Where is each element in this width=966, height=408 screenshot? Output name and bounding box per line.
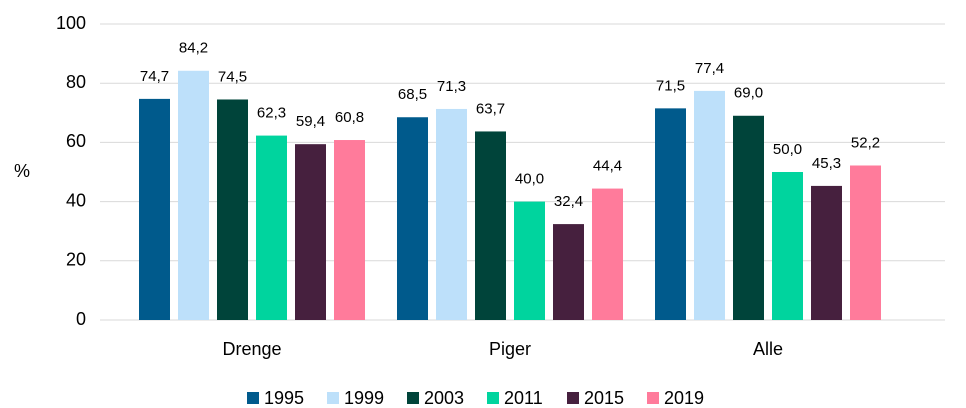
legend-swatch: [327, 392, 339, 404]
value-label: 52,2: [851, 134, 880, 151]
bar: [514, 201, 545, 320]
value-label: 32,4: [554, 193, 583, 210]
value-label: 44,4: [593, 158, 622, 175]
value-label: 69,0: [734, 85, 763, 102]
legend-swatch: [567, 392, 579, 404]
value-label: 71,3: [437, 78, 466, 95]
value-label: 74,7: [140, 68, 169, 85]
bar: [772, 172, 803, 320]
legend-label: 2015: [584, 388, 624, 408]
legend-label: 2003: [424, 388, 464, 408]
bar: [139, 98, 170, 320]
bar: [850, 165, 881, 320]
bar: [436, 108, 467, 321]
bar: [475, 131, 506, 320]
bar: [553, 224, 584, 320]
bar: [592, 188, 623, 320]
legend-swatch: [407, 392, 419, 404]
bar: [733, 115, 764, 320]
bar: [694, 90, 725, 320]
y-tick-label: 80: [66, 72, 86, 92]
bar: [217, 99, 248, 320]
bar: [397, 117, 428, 321]
legend-label: 2011: [504, 388, 543, 408]
value-label: 63,7: [476, 100, 505, 117]
bar: [178, 70, 209, 320]
legend-label: 1995: [264, 388, 304, 408]
bar: [655, 108, 686, 320]
bar: [334, 140, 365, 320]
value-label: 40,0: [515, 171, 544, 188]
value-label: 60,8: [335, 109, 364, 126]
value-label: 62,3: [257, 105, 286, 122]
x-tick-label: Alle: [753, 339, 783, 359]
bar: [811, 185, 842, 320]
value-label: 71,5: [656, 77, 685, 94]
value-label: 59,4: [296, 113, 325, 130]
bar: [256, 135, 287, 320]
x-tick-label: Drenge: [222, 339, 281, 359]
legend-swatch: [487, 392, 499, 404]
y-tick-label: 20: [66, 250, 86, 270]
legend-label: 1999: [344, 388, 384, 408]
bar: [295, 144, 326, 320]
y-tick-label: 100: [56, 13, 86, 33]
x-tick-label: Piger: [489, 339, 531, 359]
value-label: 68,5: [398, 86, 427, 103]
value-label: 45,3: [812, 155, 841, 172]
legend-swatch: [647, 392, 659, 404]
legend-label: 2019: [664, 388, 704, 408]
value-label: 50,0: [773, 141, 802, 158]
y-tick-label: 60: [66, 131, 86, 151]
value-label: 74,5: [218, 68, 247, 85]
y-tick-label: 0: [76, 309, 86, 329]
value-label: 84,2: [179, 40, 208, 57]
y-axis-label: %: [14, 161, 30, 181]
y-tick-label: 40: [66, 190, 86, 210]
legend-swatch: [247, 392, 259, 404]
value-label: 77,4: [695, 60, 724, 77]
